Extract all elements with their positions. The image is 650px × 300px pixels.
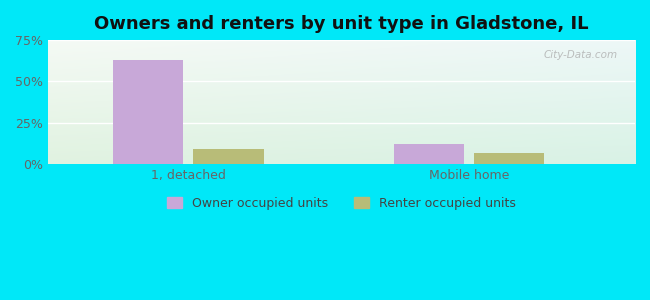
Title: Owners and renters by unit type in Gladstone, IL: Owners and renters by unit type in Glads…	[94, 15, 589, 33]
Legend: Owner occupied units, Renter occupied units: Owner occupied units, Renter occupied un…	[168, 197, 515, 210]
Bar	[474, 153, 545, 164]
Text: City-Data.com: City-Data.com	[543, 50, 618, 60]
Bar	[113, 60, 183, 164]
Bar	[394, 144, 464, 164]
Bar	[193, 149, 263, 164]
